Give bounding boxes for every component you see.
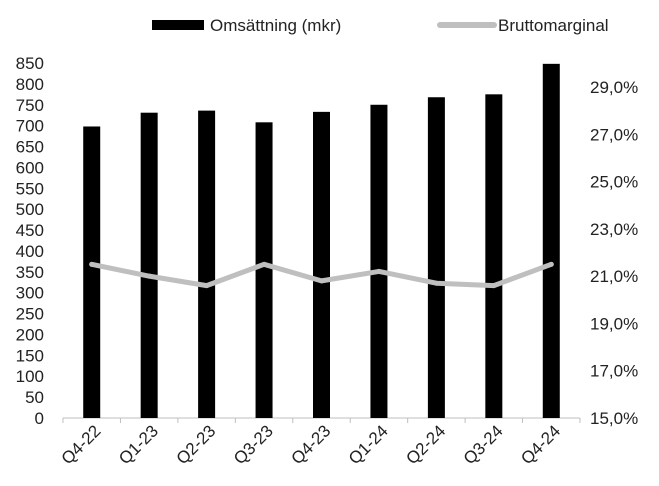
left-tick-label: 750: [16, 96, 44, 115]
left-tick-label: 350: [16, 263, 44, 282]
right-tick-label: 27,0%: [590, 125, 638, 144]
gross-margin-point-Q4-24: [548, 261, 554, 267]
left-tick-label: 50: [25, 388, 44, 407]
bar-Q1-23: [140, 112, 158, 418]
x-tick-label: Q4-24: [517, 421, 564, 468]
right-tick-label: 29,0%: [590, 78, 638, 97]
right-axis: 15,0% 17,0% 19,0% 21,0% 23,0% 25,0% 27,0% 29,0%: [590, 78, 638, 428]
bar-Q4-24: [542, 63, 560, 418]
right-tick-label: 25,0%: [590, 173, 638, 192]
gross-margin-point-Q3-23: [261, 261, 267, 267]
gross-margin-point-Q4-22: [89, 261, 95, 267]
gross-margin-point-Q2-23: [204, 283, 210, 289]
x-tick-label: Q1-23: [115, 421, 162, 468]
left-tick-label: 550: [16, 179, 44, 198]
x-tick-label: Q3-24: [460, 421, 507, 468]
x-tick-label: Q3-23: [230, 421, 277, 468]
left-tick-label: 300: [16, 284, 44, 303]
bar-Q2-23: [198, 110, 216, 419]
legend-label-gross-margin: Bruttomarginal: [498, 16, 609, 35]
right-tick-label: 23,0%: [590, 220, 638, 239]
left-tick-label: 600: [16, 158, 44, 177]
right-tick-label: 19,0%: [590, 314, 638, 333]
left-tick-label: 250: [16, 305, 44, 324]
left-tick-label: 700: [16, 117, 44, 136]
bar-Q4-23: [313, 111, 330, 418]
left-tick-label: 400: [16, 242, 44, 261]
bar-Q3-23: [255, 122, 273, 419]
legend-label-revenue: Omsättning (mkr): [210, 16, 341, 35]
left-tick-label: 650: [16, 138, 44, 157]
right-tick-label: 17,0%: [590, 362, 638, 381]
x-tick-label: Q4-22: [58, 421, 105, 468]
x-tick-label: Q2-23: [173, 421, 220, 468]
left-tick-label: 800: [16, 75, 44, 94]
left-tick-label: 850: [16, 54, 44, 73]
left-tick-label: 150: [16, 346, 44, 365]
x-tick-label: Q1-24: [345, 421, 392, 468]
bar-Q2-24: [427, 97, 445, 418]
bar-Q4-22: [83, 126, 101, 418]
bar-Q1-24: [370, 104, 388, 418]
left-tick-label: 450: [16, 221, 44, 240]
bar-Q3-24: [485, 94, 503, 418]
left-tick-label: 0: [35, 409, 44, 428]
gross-margin-point-Q3-24: [491, 283, 497, 289]
x-tick-label: Q4-23: [287, 421, 334, 468]
left-tick-label: 500: [16, 200, 44, 219]
legend: Omsättning (mkr) Bruttomarginal: [152, 16, 609, 35]
gross-margin-point-Q1-24: [376, 268, 382, 274]
right-tick-label: 15,0%: [590, 409, 638, 428]
x-axis: Q4-22 Q1-23 Q2-23 Q3-23 Q4-23 Q1-24 Q2-24 Q3-24…: [58, 418, 581, 468]
gross-margin-point-Q2-24: [433, 280, 439, 286]
left-tick-label: 200: [16, 325, 44, 344]
x-tick-label: Q2-24: [402, 421, 449, 468]
gross-margin-point-Q4-23: [319, 278, 324, 284]
right-tick-label: 21,0%: [590, 267, 638, 286]
left-tick-label: 100: [16, 367, 44, 386]
bar-series: [83, 63, 560, 419]
gross-margin-point-Q1-23: [146, 273, 152, 279]
legend-swatch-revenue: [152, 20, 204, 30]
line-series: [89, 261, 554, 289]
